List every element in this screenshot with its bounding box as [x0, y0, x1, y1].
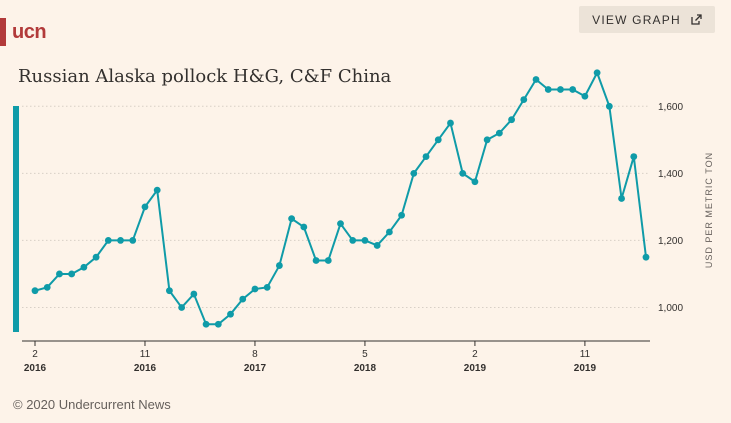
- data-point[interactable]: [557, 86, 564, 93]
- data-point[interactable]: [227, 310, 234, 318]
- data-point[interactable]: [288, 215, 296, 223]
- y-tick-labels: 1,000 1,200 1,400 1,600: [658, 102, 683, 314]
- data-point[interactable]: [337, 220, 344, 228]
- data-point[interactable]: [385, 228, 393, 236]
- data-point[interactable]: [544, 86, 552, 93]
- data-point[interactable]: [410, 169, 418, 177]
- x-tick-year: 2019: [574, 363, 597, 374]
- view-graph-button[interactable]: VIEW GRAPH: [579, 6, 715, 33]
- data-point[interactable]: [508, 116, 515, 124]
- x-tick-month: 11: [580, 349, 591, 360]
- data-point[interactable]: [214, 320, 222, 328]
- data-point[interactable]: [117, 237, 124, 244]
- series-line: [34, 70, 647, 326]
- data-point[interactable]: [276, 262, 283, 269]
- data-point[interactable]: [471, 178, 479, 186]
- data-point[interactable]: [520, 96, 528, 103]
- x-tick-month: 2: [472, 349, 478, 360]
- y-tick-label: 1,600: [658, 102, 683, 113]
- x-tick-year: 2016: [134, 363, 157, 374]
- data-point[interactable]: [251, 285, 259, 293]
- data-point[interactable]: [141, 203, 149, 211]
- data-point[interactable]: [447, 119, 454, 127]
- data-point[interactable]: [569, 86, 577, 93]
- copyright-footer: © 2020 Undercurrent News: [13, 397, 171, 412]
- data-point[interactable]: [422, 153, 430, 160]
- data-point[interactable]: [190, 290, 198, 298]
- x-tick-month: 5: [362, 349, 368, 360]
- data-point[interactable]: [630, 153, 638, 160]
- y-tick-label: 1,000: [658, 303, 683, 314]
- chart-title: Russian Alaska pollock H&G, C&F China: [18, 66, 392, 87]
- x-tick-labels: 2 2016 11 2016 8 2017 5 2018 2 2019 11 2019: [24, 341, 597, 374]
- x-tick-year: 2016: [24, 363, 47, 374]
- data-point[interactable]: [373, 242, 381, 249]
- data-point[interactable]: [581, 92, 589, 100]
- data-point[interactable]: [398, 211, 405, 219]
- x-tick-month: 8: [252, 349, 258, 360]
- y-axis-label: USD PER METRIC TON: [704, 152, 714, 268]
- y-tick-label: 1,200: [658, 236, 683, 247]
- x-tick-year: 2019: [464, 363, 487, 374]
- data-point[interactable]: [178, 304, 186, 311]
- data-point[interactable]: [618, 195, 625, 202]
- data-point[interactable]: [263, 283, 271, 291]
- data-point[interactable]: [68, 270, 76, 278]
- data-point[interactable]: [605, 102, 613, 110]
- data-point[interactable]: [593, 69, 601, 77]
- data-point[interactable]: [459, 169, 467, 177]
- data-point[interactable]: [202, 320, 210, 328]
- data-point[interactable]: [361, 237, 369, 244]
- accent-bar: [13, 106, 19, 332]
- y-tick-label: 1,400: [658, 169, 683, 180]
- logo-bar: [0, 18, 6, 46]
- data-point[interactable]: [349, 237, 357, 244]
- data-point[interactable]: [312, 257, 320, 264]
- data-point[interactable]: [129, 237, 137, 244]
- data-point[interactable]: [166, 287, 173, 295]
- data-point[interactable]: [31, 287, 39, 295]
- data-point[interactable]: [56, 270, 63, 278]
- data-point[interactable]: [495, 129, 503, 137]
- x-tick-month: 2: [32, 349, 38, 360]
- data-point[interactable]: [532, 76, 540, 83]
- external-link-icon: [691, 14, 702, 25]
- x-tick-year: 2018: [354, 363, 377, 374]
- data-point[interactable]: [642, 253, 650, 261]
- data-point[interactable]: [239, 295, 247, 303]
- data-point[interactable]: [104, 237, 112, 244]
- grid-lines: [22, 105, 650, 308]
- x-tick-year: 2017: [244, 363, 267, 374]
- data-point[interactable]: [80, 263, 88, 271]
- logo: ucn: [0, 18, 47, 46]
- logo-text: ucn: [12, 20, 47, 43]
- data-point[interactable]: [300, 223, 308, 231]
- data-point[interactable]: [153, 186, 161, 194]
- data-point[interactable]: [92, 253, 100, 261]
- data-point[interactable]: [43, 283, 51, 291]
- data-point[interactable]: [434, 136, 442, 144]
- data-point[interactable]: [324, 257, 332, 264]
- data-points: [31, 69, 650, 328]
- view-graph-label: VIEW GRAPH: [592, 12, 681, 27]
- data-point[interactable]: [483, 136, 491, 144]
- x-tick-month: 11: [140, 349, 151, 360]
